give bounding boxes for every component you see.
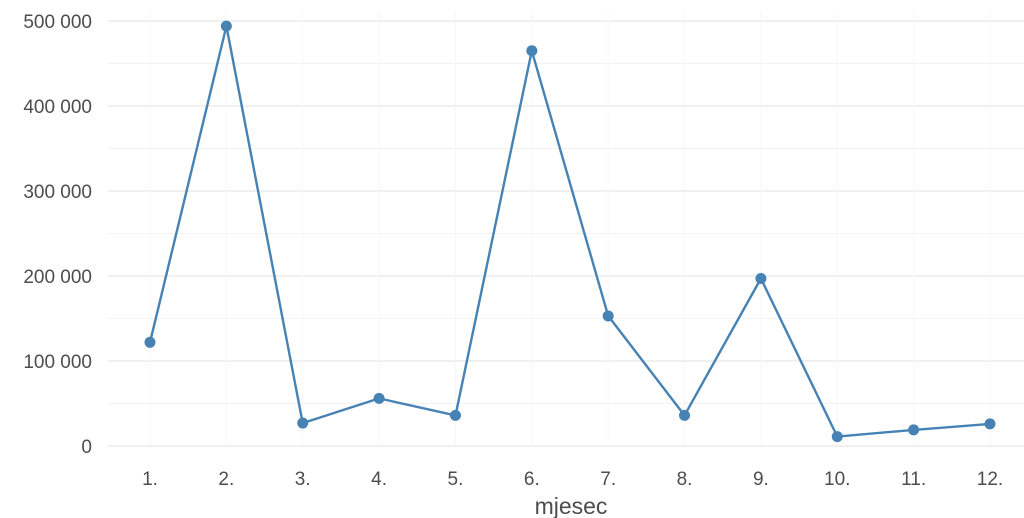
x-tick-label: 7. <box>600 469 616 490</box>
series-line-path <box>148 24 991 438</box>
data-point <box>679 409 691 421</box>
x-tick-label: 5. <box>448 469 464 490</box>
data-point <box>602 310 614 322</box>
data-point <box>297 417 309 429</box>
series-line <box>144 20 996 443</box>
y-tick-label: 400 000 <box>23 97 92 118</box>
x-tick-label: 2. <box>218 469 234 490</box>
x-axis-title: mjesec <box>535 493 608 518</box>
y-axis-ticks: 0 100 000 200 000 300 000 400 000 500 000 <box>23 12 92 458</box>
x-tick-label: 9. <box>753 469 769 490</box>
x-tick-label: 12. <box>977 469 1003 490</box>
x-tick-label: 8. <box>677 469 693 490</box>
data-point <box>984 418 996 430</box>
x-tick-label: 11. <box>901 469 926 490</box>
x-tick-label: 1. <box>142 469 158 490</box>
x-tick-label: 3. <box>295 469 311 490</box>
x-tick-label: 4. <box>371 469 387 490</box>
data-point <box>449 409 461 421</box>
data-point <box>373 392 385 404</box>
data-point <box>908 424 920 436</box>
y-tick-label: 300 000 <box>23 182 92 203</box>
data-point <box>526 45 538 57</box>
data-point <box>144 336 156 348</box>
x-tick-label: 10. <box>824 469 850 490</box>
y-tick-label: 500 000 <box>23 12 92 33</box>
data-point <box>220 20 232 32</box>
y-tick-label: 100 000 <box>23 352 92 373</box>
x-tick-label: 6. <box>524 469 540 490</box>
grid <box>108 11 1024 447</box>
data-point <box>831 431 843 443</box>
x-axis-ticks: 1. 2. 3. 4. 5. 6. 7. 8. 9. 10. 11. 12. <box>142 469 1003 490</box>
y-tick-label: 200 000 <box>23 267 92 288</box>
y-tick-label: 0 <box>81 437 92 458</box>
data-point <box>755 273 767 285</box>
